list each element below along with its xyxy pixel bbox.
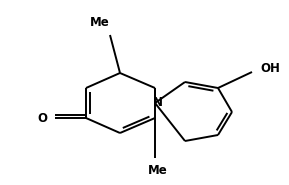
- Text: N: N: [153, 97, 163, 110]
- Text: O: O: [37, 112, 47, 125]
- Text: Me: Me: [148, 164, 168, 176]
- Text: Me: Me: [90, 16, 110, 28]
- Text: OH: OH: [260, 61, 280, 75]
